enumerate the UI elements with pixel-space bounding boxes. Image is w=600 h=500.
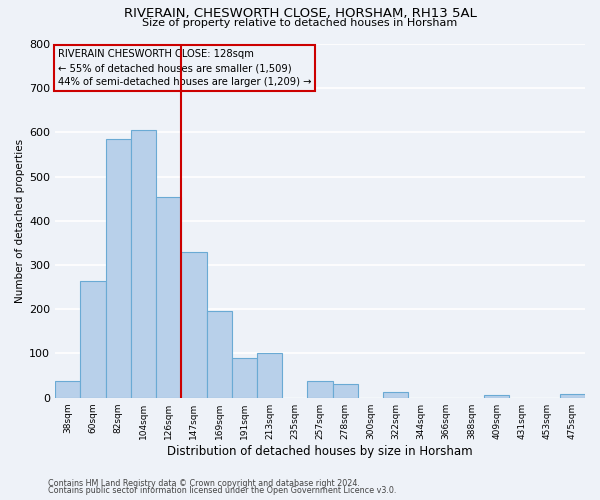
Bar [55, 381, 80, 398]
Bar [181, 252, 206, 398]
Text: Size of property relative to detached houses in Horsham: Size of property relative to detached ho… [142, 18, 458, 28]
Text: Contains public sector information licensed under the Open Government Licence v3: Contains public sector information licen… [48, 486, 397, 495]
Bar [560, 394, 585, 398]
Bar [332, 384, 358, 398]
Bar [80, 280, 106, 398]
X-axis label: Distribution of detached houses by size in Horsham: Distribution of detached houses by size … [167, 444, 473, 458]
Bar [383, 392, 409, 398]
Bar [131, 130, 156, 398]
Bar [156, 198, 181, 398]
Bar [257, 354, 282, 398]
Bar [106, 139, 131, 398]
Y-axis label: Number of detached properties: Number of detached properties [15, 139, 25, 303]
Text: RIVERAIN CHESWORTH CLOSE: 128sqm
← 55% of detached houses are smaller (1,509)
44: RIVERAIN CHESWORTH CLOSE: 128sqm ← 55% o… [58, 50, 311, 88]
Bar [307, 381, 332, 398]
Bar [206, 310, 232, 398]
Text: RIVERAIN, CHESWORTH CLOSE, HORSHAM, RH13 5AL: RIVERAIN, CHESWORTH CLOSE, HORSHAM, RH13… [124, 8, 476, 20]
Bar [232, 358, 257, 398]
Text: Contains HM Land Registry data © Crown copyright and database right 2024.: Contains HM Land Registry data © Crown c… [48, 478, 360, 488]
Bar [484, 396, 509, 398]
